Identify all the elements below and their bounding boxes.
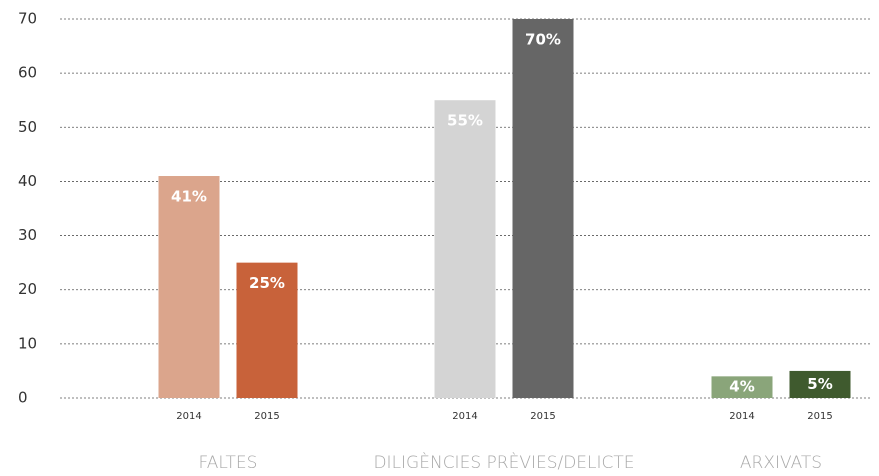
bar bbox=[789, 370, 851, 398]
value-label: 41% bbox=[171, 188, 207, 206]
year-label: 2015 bbox=[807, 411, 832, 422]
year-label: 2014 bbox=[452, 411, 477, 422]
bar bbox=[236, 262, 298, 398]
bar bbox=[434, 100, 496, 398]
x-tick-label: DILIGÈNCIES PRÈVIES/DELICTE bbox=[373, 451, 634, 473]
x-tick-label: ARXIVATS bbox=[740, 453, 822, 473]
bar bbox=[512, 19, 574, 398]
year-label: 2014 bbox=[176, 411, 201, 422]
value-label: 5% bbox=[807, 375, 832, 393]
bar bbox=[158, 176, 220, 398]
x-tick-label: FALTES bbox=[199, 453, 258, 473]
year-label: 2015 bbox=[254, 411, 279, 422]
y-tick-label: 30 bbox=[18, 226, 37, 244]
y-tick-label: 70 bbox=[18, 10, 37, 28]
y-tick-label: 60 bbox=[18, 64, 37, 82]
y-tick-label: 20 bbox=[18, 280, 37, 298]
y-tick-label: 50 bbox=[18, 118, 37, 136]
year-label: 2014 bbox=[729, 411, 754, 422]
year-label: 2015 bbox=[530, 411, 555, 422]
bar bbox=[711, 376, 773, 398]
value-label: 4% bbox=[729, 378, 754, 396]
value-label: 25% bbox=[249, 274, 285, 292]
value-label: 70% bbox=[525, 31, 561, 49]
y-tick-label: 40 bbox=[18, 172, 37, 190]
y-tick-label: 10 bbox=[18, 334, 37, 352]
value-label: 55% bbox=[447, 112, 483, 130]
y-tick-label: 0 bbox=[18, 389, 28, 407]
